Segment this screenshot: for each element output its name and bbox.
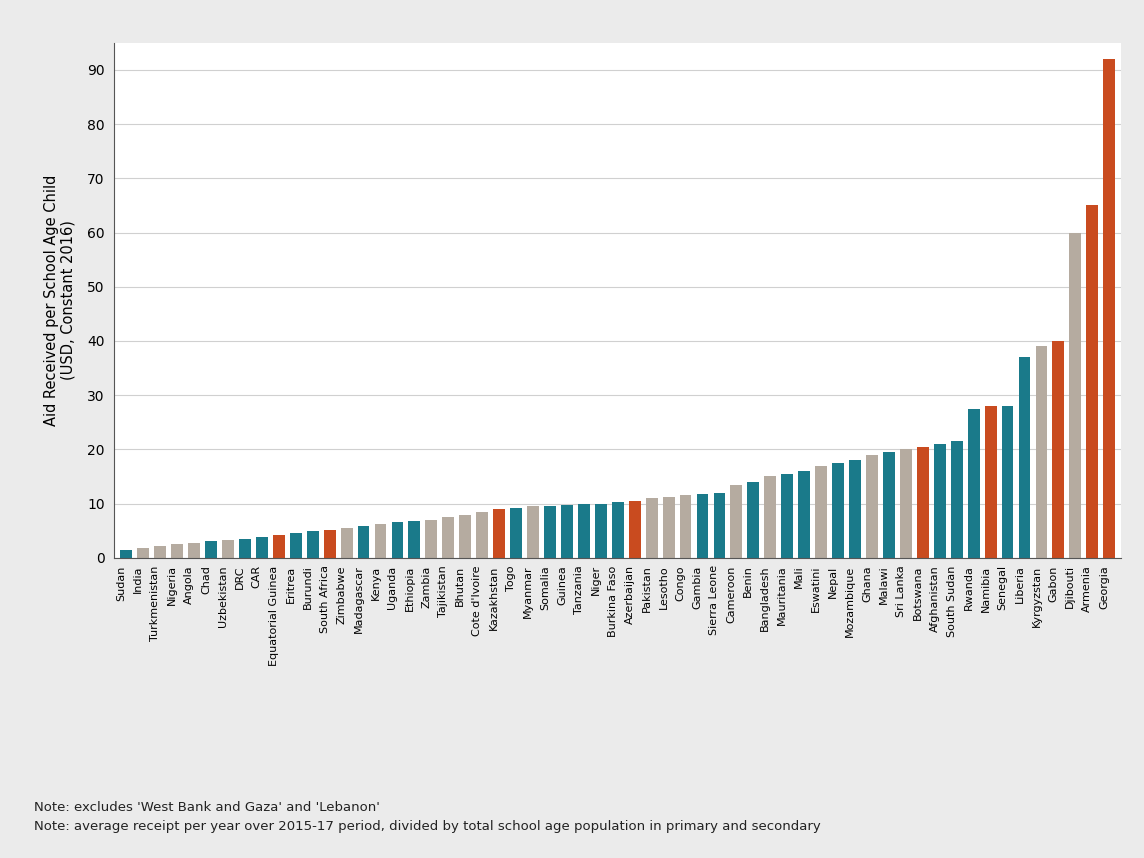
Bar (900, 450, 912, 558)
Bar (951, 441, 962, 558)
Bar (137, 548, 149, 558)
Bar (154, 546, 166, 558)
Bar (374, 524, 387, 558)
Bar (205, 541, 217, 558)
Bar (324, 529, 335, 558)
Bar (561, 505, 573, 558)
Bar (662, 497, 675, 558)
Bar (934, 444, 946, 558)
Bar (1070, 233, 1081, 558)
Bar (1103, 59, 1115, 558)
Bar (697, 493, 708, 558)
Bar (629, 501, 641, 558)
Bar (307, 530, 319, 558)
Bar (188, 542, 200, 558)
Text: Note: average receipt per year over 2015-17 period, divided by total school age : Note: average receipt per year over 2015… (34, 819, 821, 832)
Bar (680, 495, 691, 558)
Bar (443, 517, 454, 558)
Bar (849, 460, 861, 558)
Bar (256, 537, 268, 558)
Bar (120, 550, 133, 558)
Bar (239, 539, 251, 558)
Bar (816, 466, 827, 558)
Bar (1035, 347, 1048, 558)
Bar (289, 534, 302, 558)
Bar (764, 476, 777, 558)
Bar (273, 535, 285, 558)
Bar (781, 474, 793, 558)
Bar (408, 521, 420, 558)
Bar (426, 520, 437, 558)
Bar (883, 452, 895, 558)
Bar (1052, 341, 1064, 558)
Bar (645, 498, 658, 558)
Bar (1018, 357, 1031, 558)
Bar (341, 528, 352, 558)
Bar (612, 503, 623, 558)
Bar (222, 541, 233, 558)
Bar (866, 455, 877, 558)
Y-axis label: Aid Received per School Age Child
(USD, Constant 2016): Aid Received per School Age Child (USD, … (43, 175, 76, 426)
Bar (916, 447, 929, 558)
Bar (747, 482, 760, 558)
Text: Note: excludes 'West Bank and Gaza' and 'Lebanon': Note: excludes 'West Bank and Gaza' and … (34, 801, 380, 813)
Bar (578, 504, 590, 558)
Bar (510, 508, 522, 558)
Bar (459, 516, 471, 558)
Bar (1087, 205, 1098, 558)
Bar (968, 408, 979, 558)
Bar (172, 544, 183, 558)
Bar (1002, 406, 1014, 558)
Bar (476, 511, 488, 558)
Bar (527, 506, 539, 558)
Bar (358, 526, 370, 558)
Bar (731, 485, 742, 558)
Bar (595, 504, 606, 558)
Bar (714, 492, 725, 558)
Bar (391, 523, 404, 558)
Bar (799, 471, 810, 558)
Bar (832, 462, 844, 558)
Bar (493, 509, 505, 558)
Bar (545, 506, 556, 558)
Bar (985, 406, 996, 558)
